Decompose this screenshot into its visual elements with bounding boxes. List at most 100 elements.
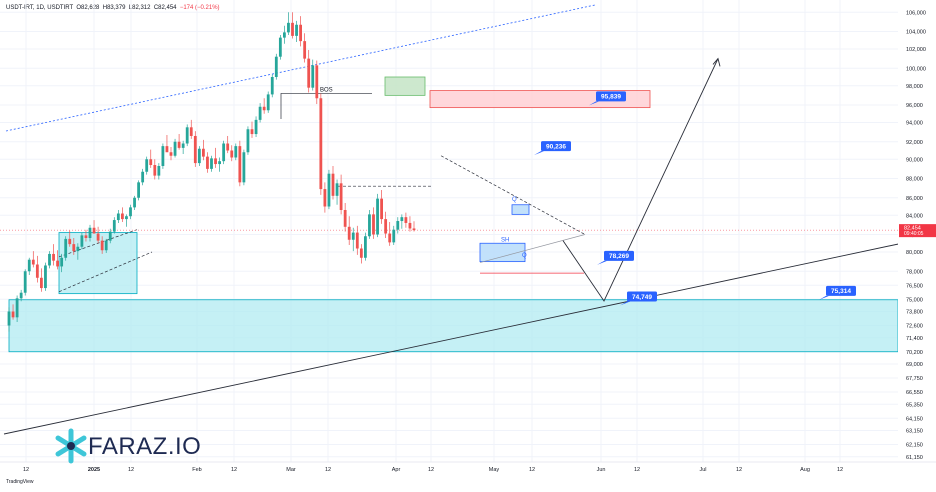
demand-zone-main [8, 299, 899, 353]
ohlc-open: O82,628 [76, 5, 100, 11]
callout-75314: 75,314 [831, 288, 851, 295]
candle-body [214, 158, 217, 165]
candle-body [315, 65, 319, 99]
candle-body [165, 146, 169, 153]
price-tick: 65,350 [906, 402, 923, 408]
candle-body [202, 148, 205, 157]
candle-body [116, 213, 120, 221]
symbol-info: USDT-IRT, 1D, USDTIRT [6, 5, 74, 11]
candle-body [64, 238, 68, 258]
price-tick: 64,150 [906, 416, 923, 422]
long-trendline [3, 235, 936, 435]
candle-body [177, 141, 181, 148]
candle-body [60, 257, 64, 267]
candle-body [319, 98, 323, 190]
time-tick: 12 [837, 467, 843, 473]
candle-body [96, 233, 100, 241]
q-zone-blue [511, 204, 530, 215]
price-tick: 98,000 [906, 84, 923, 90]
dotted-channel-line [5, 4, 596, 132]
price-tick: 66,550 [906, 390, 923, 396]
candle-body [129, 207, 132, 217]
price-tick: 84,000 [906, 213, 923, 219]
callout-78269-pointer [597, 260, 607, 265]
candle-body [331, 173, 335, 196]
candle-body [19, 292, 23, 299]
projection-arrow-head [712, 57, 721, 67]
candle-body [72, 244, 76, 252]
candle-body [262, 106, 266, 111]
candle-body [404, 217, 408, 223]
candle-body [384, 219, 388, 234]
candle-body [104, 240, 108, 251]
candle-body [246, 129, 250, 153]
candle-body [88, 227, 92, 238]
candle-body [169, 152, 173, 156]
callout-75314-pointer [819, 295, 829, 300]
price-tick: 61,150 [906, 455, 923, 461]
callout-90236-box [541, 141, 571, 152]
candle-body [295, 24, 298, 36]
time-tick: 12 [634, 467, 640, 473]
candle-body [303, 41, 307, 59]
callout-78269: 78,269 [609, 253, 629, 260]
price-tick: 73,800 [906, 310, 923, 316]
price-tick: 69,000 [906, 362, 923, 368]
price-change: −174 (−0.21%) [179, 5, 220, 11]
sh-label: SH [501, 237, 509, 243]
bos-label: BOS [320, 87, 333, 93]
candle-body [376, 198, 379, 235]
candle-body [31, 259, 35, 265]
breakout-zone-green [384, 76, 426, 96]
candle-body [347, 226, 351, 240]
candle-body [35, 264, 39, 278]
candle-body [92, 227, 96, 234]
candle-body [181, 143, 185, 148]
candle-body [343, 210, 347, 227]
candle-body [48, 253, 51, 266]
candle-body [222, 143, 226, 162]
candle-body [283, 32, 286, 38]
candle-body [76, 246, 80, 252]
candle-body [388, 233, 392, 243]
time-tick: Mar [286, 467, 296, 473]
candle-body [412, 228, 416, 231]
callout-95839-pointer [589, 101, 599, 106]
candle-body [56, 260, 59, 267]
callout-95839: 95,839 [601, 94, 621, 101]
price-tick: 106,000 [906, 10, 926, 16]
candle-body [396, 221, 400, 230]
candle-body [266, 94, 270, 111]
price-tick: 76,500 [906, 283, 923, 289]
price-tick: 63,150 [906, 429, 923, 435]
faraz-asterisk-icon [55, 428, 87, 464]
candle-body [40, 277, 43, 289]
candle-body [287, 22, 290, 33]
candle-body [368, 214, 371, 237]
callout-90236: 90,236 [546, 143, 566, 150]
projection-path [562, 58, 719, 302]
candle-body [400, 217, 404, 222]
time-tick: 12 [231, 467, 237, 473]
candle-body [210, 158, 213, 169]
candle-body [149, 159, 153, 166]
time-tick: Aug [800, 467, 810, 473]
candle-body [84, 235, 88, 238]
candle-body [258, 106, 262, 120]
triangle-lower [479, 234, 586, 263]
candle-body [145, 159, 149, 172]
candle-body [299, 24, 302, 42]
candle-body [189, 127, 193, 136]
callout-78269-box [604, 250, 634, 261]
price-tick: 104,000 [906, 30, 926, 36]
q-label-lower: Q [522, 253, 527, 259]
price-tick: 90,000 [906, 157, 923, 163]
candle-body [323, 189, 327, 207]
candle-body [157, 165, 161, 176]
tradingview-watermark: TradingView [6, 479, 34, 485]
callout-90236-pointer [534, 151, 544, 156]
time-tick: May [489, 467, 500, 473]
candle-body [121, 213, 124, 220]
candle-body [311, 65, 315, 88]
